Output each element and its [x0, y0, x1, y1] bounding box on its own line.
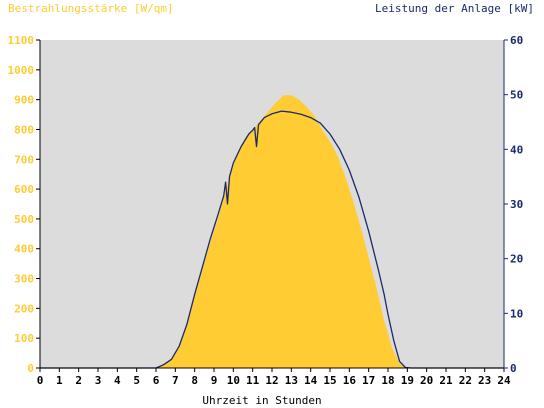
axes-layer: 0 1 2 3 4 5 6 7 8 9 10 11 12 13 14 15 16 17 18 19 20 21 22 23 24… [8, 34, 524, 387]
left-y-tick-label: 200 [14, 302, 34, 315]
x-tick-label: 1 [56, 374, 63, 387]
x-tick-label: 4 [114, 374, 121, 387]
x-tick-label: 15 [323, 374, 336, 387]
x-tick-label: 8 [191, 374, 198, 387]
x-tick-label: 20 [420, 374, 433, 387]
x-tick-label: 2 [75, 374, 82, 387]
left-y-tick-label: 1100 [8, 34, 35, 47]
x-tick-label: 6 [153, 374, 160, 387]
left-y-tick-label: 900 [14, 94, 34, 107]
right-y-tick-label: 0 [510, 362, 517, 375]
power-line [40, 110, 504, 369]
x-tick-label: 16 [343, 374, 357, 387]
left-y-tick-label: 400 [14, 243, 34, 256]
x-tick-label: 22 [459, 374, 472, 387]
x-tick-label: 23 [478, 374, 491, 387]
left-y-tick-label: 800 [14, 123, 34, 136]
right-y-tick-label: 40 [510, 143, 523, 156]
right-y-tick-label: 10 [510, 307, 523, 320]
x-tick-label: 21 [439, 374, 453, 387]
left-y-tick-label: 1000 [8, 64, 35, 77]
left-y-tick-label: 100 [14, 332, 34, 345]
x-tick-label: 10 [227, 374, 240, 387]
right-y-tick-label: 20 [510, 253, 523, 266]
x-tick-label: 24 [497, 374, 511, 387]
left-y-tick-label: 0 [27, 362, 34, 375]
right-y-tick-label: 50 [510, 89, 523, 102]
x-tick-label: 13 [285, 374, 298, 387]
x-tick-label: 18 [381, 374, 394, 387]
left-axis-title: Bestrahlungsstärke [W/qm] [8, 2, 174, 15]
x-tick-label: 14 [304, 374, 318, 387]
series-layer [40, 95, 504, 369]
x-tick-label: 5 [133, 374, 140, 387]
left-y-tick-label: 300 [14, 273, 34, 286]
right-axis-title: Leistung der Anlage [kW] [375, 2, 534, 15]
x-tick-label: 11 [246, 374, 260, 387]
x-tick-label: 3 [95, 374, 102, 387]
x-tick-label: 0 [37, 374, 44, 387]
left-y-tick-label: 700 [14, 153, 34, 166]
left-y-tick-label: 500 [14, 213, 34, 226]
right-y-tick-label: 30 [510, 198, 523, 211]
x-tick-label: 12 [265, 374, 278, 387]
right-y-tick-label: 60 [510, 34, 523, 47]
x-tick-label: 19 [401, 374, 414, 387]
irradiance-area [40, 95, 504, 368]
x-tick-label: 17 [362, 374, 375, 387]
left-y-tick-label: 600 [14, 183, 34, 196]
x-tick-label: 7 [172, 374, 179, 387]
x-tick-label: 9 [211, 374, 218, 387]
x-axis-title: Uhrzeit in Stunden [202, 394, 321, 407]
